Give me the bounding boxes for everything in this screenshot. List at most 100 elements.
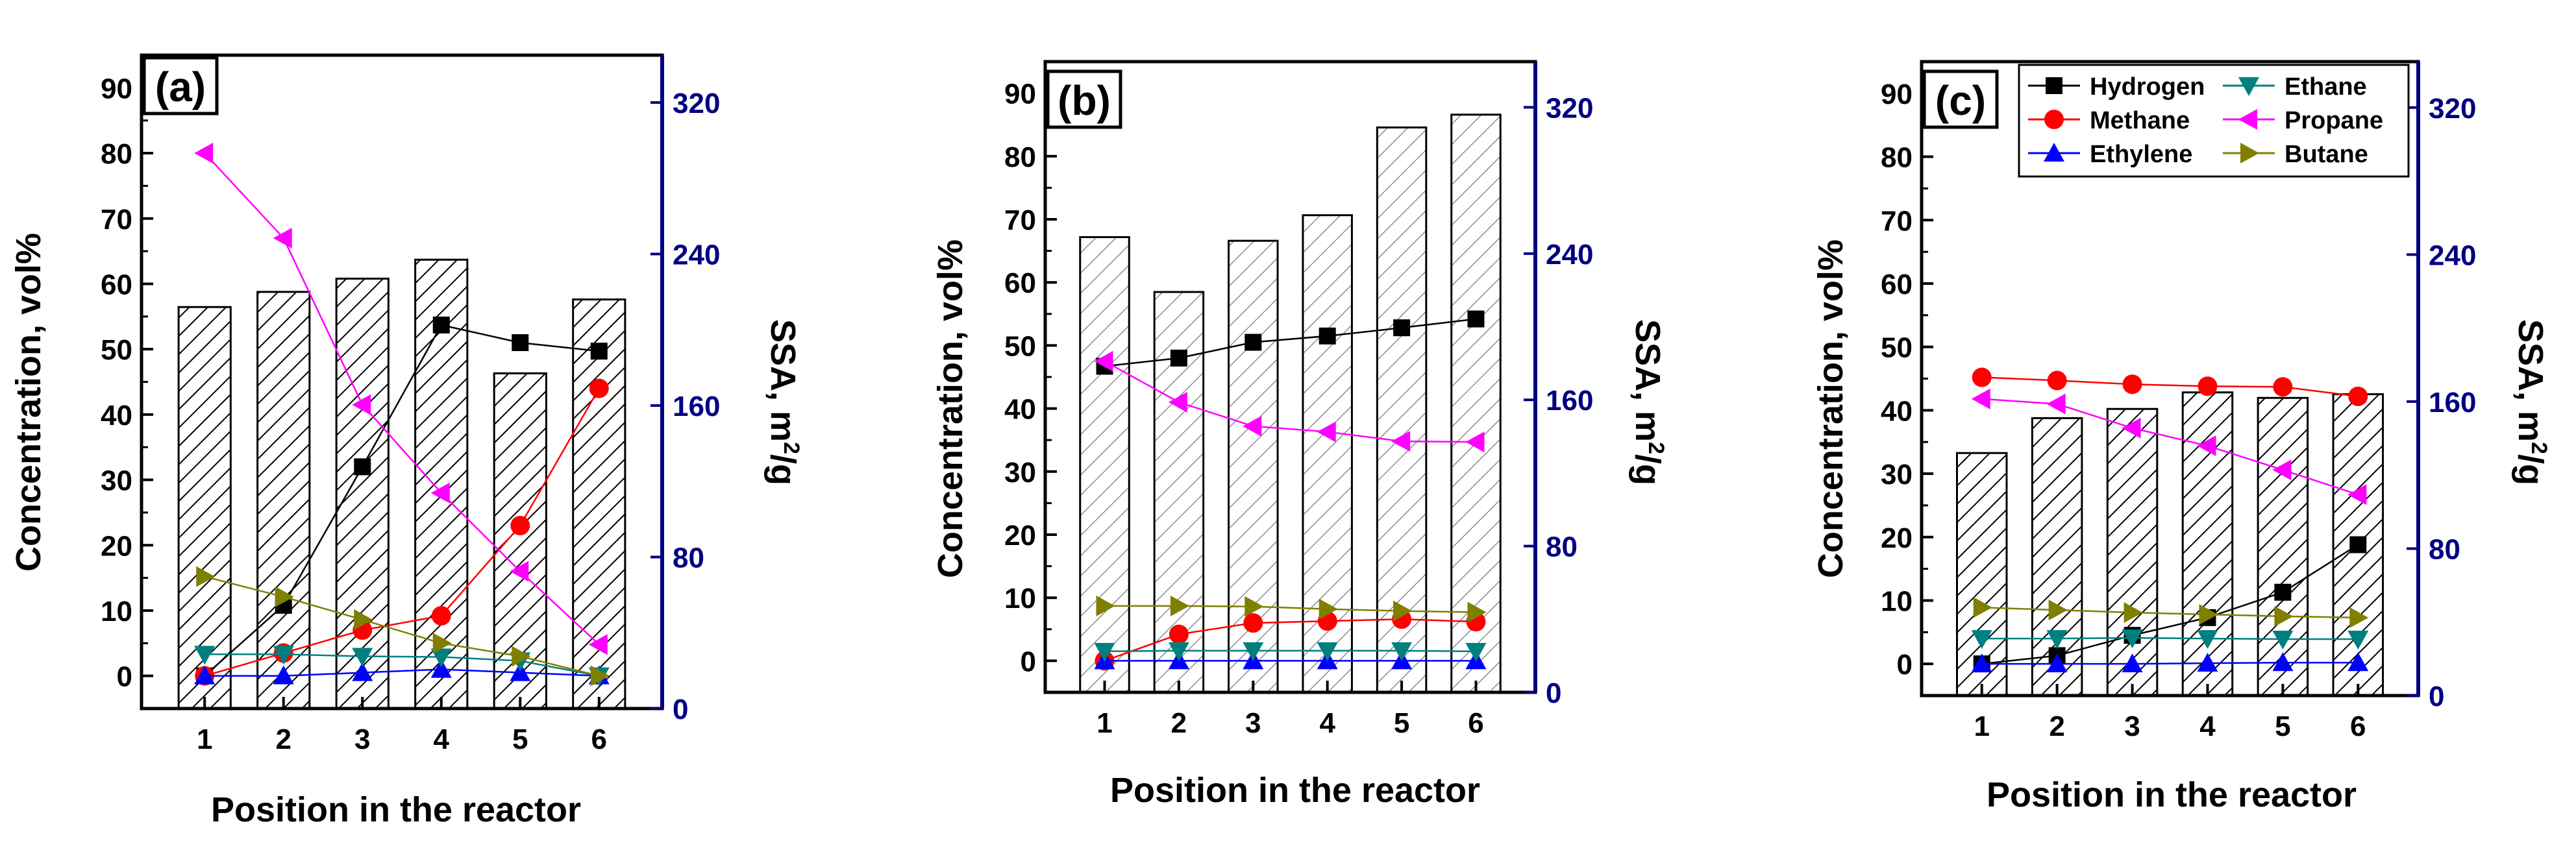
- chart-panel-c: Concentration, vol% Position in the reac…: [1811, 60, 2551, 814]
- x-tick-label: 1: [1096, 707, 1112, 739]
- y-tick-label: 40: [1881, 395, 1913, 427]
- data-point-propane: [2272, 459, 2292, 481]
- data-point-ethylene: [1971, 653, 1992, 673]
- y-tick-label: 20: [101, 530, 132, 562]
- data-point-propane: [1317, 421, 1336, 443]
- series-line-butane: [1981, 606, 2359, 619]
- y-tick-label: 70: [1004, 204, 1036, 236]
- data-point-hydrogen: [512, 334, 529, 352]
- series-line-hydrogen: [1981, 544, 2359, 665]
- series-line-ethane: [1981, 637, 2359, 640]
- data-point-butane: [590, 665, 610, 686]
- ssa-bar: [1079, 236, 1130, 694]
- data-point-ethylene: [2122, 653, 2143, 673]
- legend-marker-butane: [2240, 143, 2259, 164]
- ssa-bar: [2106, 407, 2159, 697]
- data-point-methane: [1243, 613, 1263, 633]
- y2-tick-label: 160: [673, 391, 720, 422]
- legend-label: Propane: [2285, 107, 2383, 134]
- data-point-butane: [2124, 602, 2143, 624]
- series-line-propane: [204, 152, 600, 646]
- legend: Hydrogen Ethane Methane Propane Ethylene Buta…: [2018, 64, 2410, 178]
- data-point-methane: [2122, 374, 2142, 395]
- data-point-ethylene: [2197, 653, 2218, 672]
- data-point-methane: [589, 378, 609, 398]
- y2-tick-label: 0: [2429, 681, 2444, 712]
- y2-tick-label: 160: [1546, 385, 1593, 417]
- y2-tick-label: 0: [673, 694, 688, 725]
- data-point-propane: [510, 561, 529, 582]
- data-point-propane: [352, 394, 371, 415]
- y-tick-label: 60: [1881, 269, 1913, 300]
- y2-axis-label-sup: 2: [1644, 442, 1668, 454]
- y-tick-label: 50: [1881, 332, 1913, 364]
- data-point-methane: [2198, 376, 2218, 396]
- x-tick-label: 6: [2350, 710, 2366, 742]
- data-point-ethane: [1243, 642, 1264, 661]
- legend-marker-methane: [2044, 110, 2064, 129]
- data-point-ethane: [2046, 630, 2068, 650]
- x-tick-label: 2: [2049, 710, 2064, 742]
- data-point-butane: [2274, 605, 2294, 627]
- y-tick-label: 60: [101, 269, 132, 300]
- data-point-ethane: [430, 648, 452, 668]
- y-tick-label: 80: [1004, 141, 1036, 173]
- data-point-hydrogen: [1245, 334, 1262, 351]
- x-tick-label: 2: [275, 723, 291, 755]
- x-tick-label: 6: [591, 723, 607, 755]
- y-tick-label: 90: [1004, 79, 1036, 110]
- panel-label-box: [1922, 69, 1999, 129]
- y-tick-label: 20: [1004, 520, 1036, 552]
- data-point-propane: [1243, 415, 1262, 437]
- series-line-butane: [1104, 605, 1476, 613]
- x-tick-label: 4: [434, 723, 450, 755]
- data-point-ethane: [1465, 642, 1487, 662]
- x-tick-label: 2: [1171, 707, 1187, 739]
- y-tick-label: 50: [101, 334, 132, 366]
- ssa-bar: [335, 277, 390, 710]
- y2-tick-label: 320: [2429, 93, 2476, 125]
- y-tick-label: 70: [1881, 205, 1913, 237]
- data-point-ethane: [2122, 629, 2143, 649]
- ssa-bar: [2257, 396, 2309, 697]
- y2-axis-label-tail: /g: [763, 454, 802, 485]
- data-point-ethylene: [352, 662, 373, 681]
- panel-label-box: [142, 56, 219, 115]
- y-tick-label: 50: [1004, 330, 1036, 362]
- y2-axis-label-main: SSA, m: [1628, 319, 1667, 442]
- data-point-propane: [2122, 417, 2141, 439]
- x-tick-label: 1: [197, 723, 212, 755]
- y-axis-label: Concentration, vol%: [931, 239, 970, 578]
- y2-axis-label-tail: /g: [1628, 454, 1667, 485]
- x-axis-label: Position in the reactor: [1987, 775, 2357, 814]
- y-tick-label: 60: [1004, 267, 1036, 299]
- data-point-butane: [1096, 595, 1115, 616]
- data-point-ethane: [352, 648, 373, 667]
- data-point-propane: [2046, 393, 2066, 415]
- y2-axis-label-sup: 2: [2527, 442, 2551, 454]
- data-point-propane: [430, 482, 450, 504]
- series-line-methane: [204, 387, 600, 677]
- y2-tick-label: 80: [673, 542, 704, 574]
- series-line-propane: [1104, 360, 1476, 443]
- y2-axis-label-tail: /g: [2511, 454, 2550, 485]
- data-point-butane: [275, 586, 294, 607]
- data-point-propane: [273, 227, 292, 249]
- data-point-ethane: [1168, 642, 1189, 661]
- data-point-ethylene: [2272, 652, 2294, 672]
- data-point-propane: [1391, 431, 1411, 452]
- x-tick-label: 5: [2275, 710, 2290, 742]
- data-point-butane: [354, 609, 373, 631]
- data-point-methane: [1169, 624, 1189, 644]
- data-point-ethane: [2347, 631, 2369, 650]
- data-point-ethane: [1971, 630, 1992, 650]
- legend-marker-hydrogen: [2046, 77, 2062, 94]
- panel-label: (c): [1935, 77, 1986, 124]
- data-point-ethane: [1391, 642, 1413, 661]
- data-point-hydrogen: [1467, 310, 1485, 328]
- y2-axis-label: SSA, m2/g: [1628, 319, 1668, 485]
- plot-area-a: 0 10 20 30 40 50 60 70 80 90 0 80 160 240 320 1 2 3 4 5 6: [101, 53, 720, 755]
- data-point-propane: [588, 634, 608, 655]
- y-tick-label: 90: [1881, 79, 1913, 110]
- y-tick-label: 0: [1021, 646, 1036, 677]
